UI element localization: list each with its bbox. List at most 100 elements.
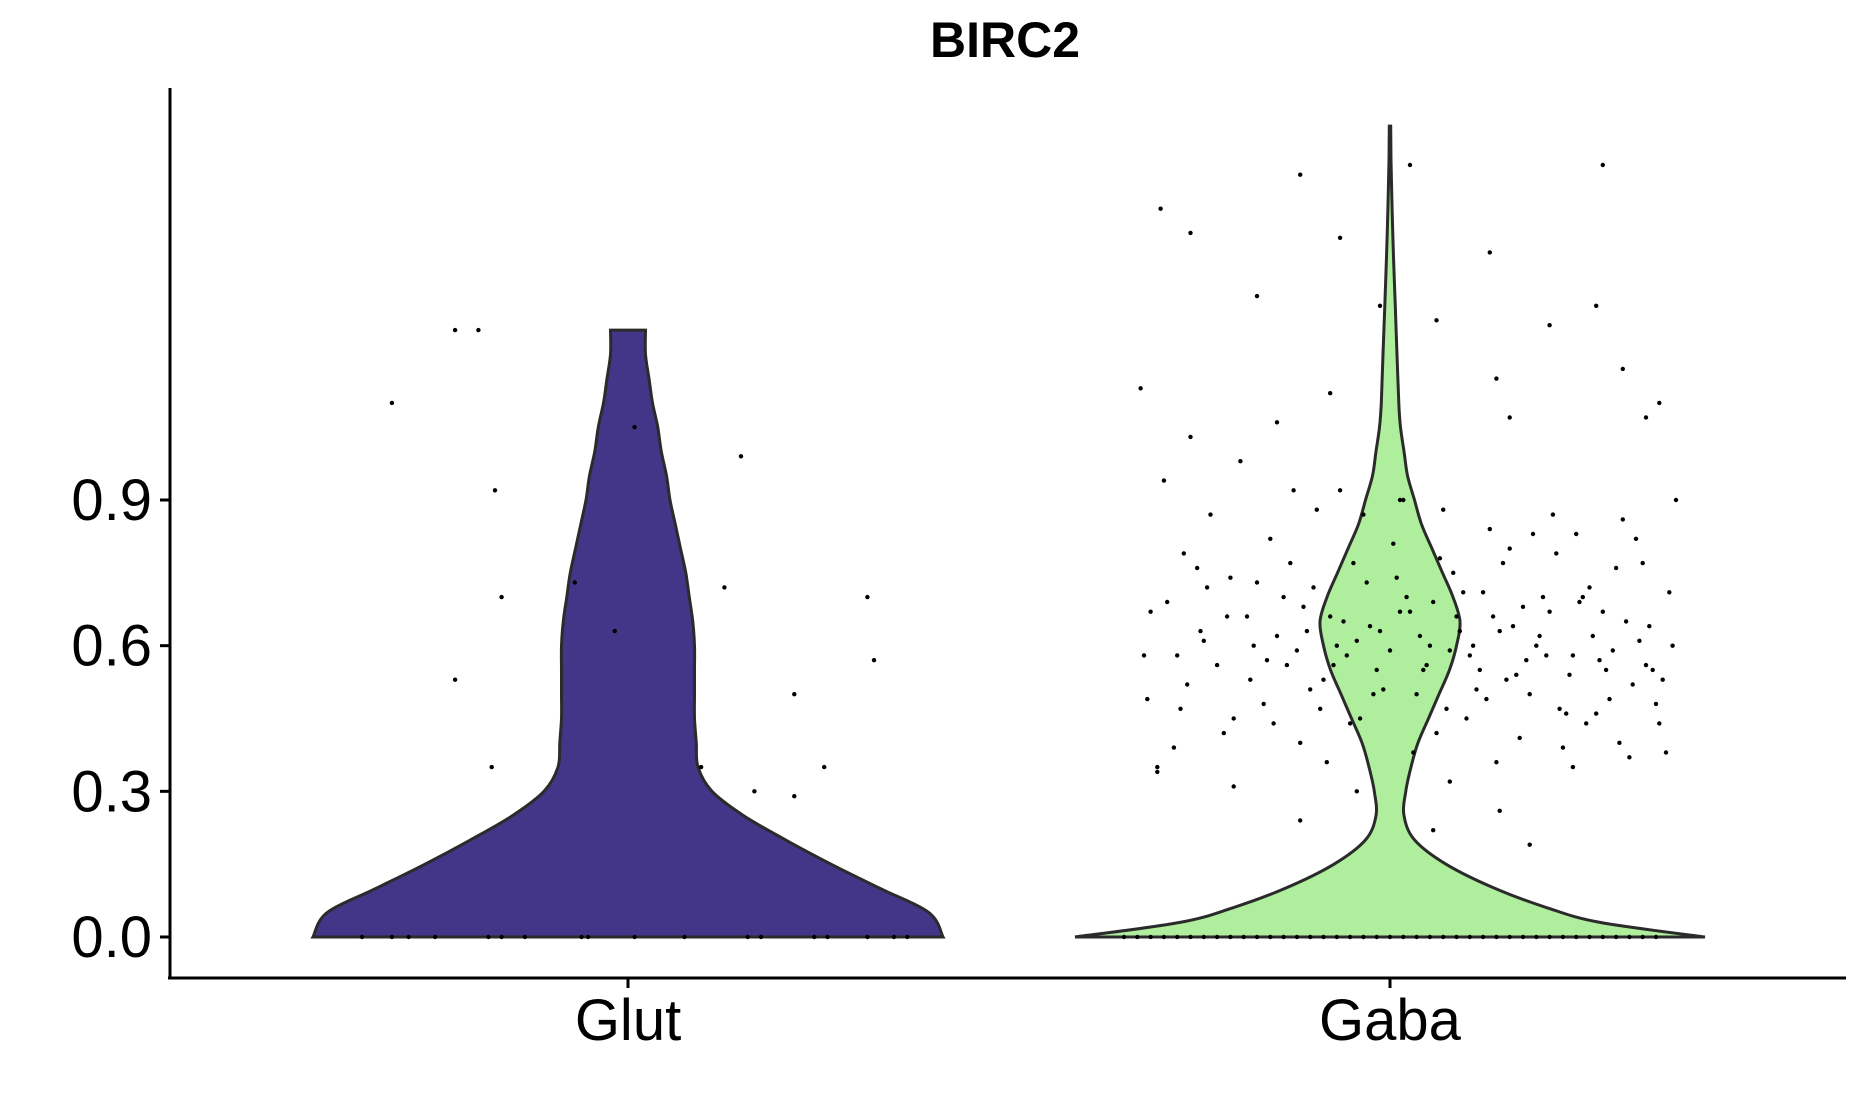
data-point-gaba [1397,497,1403,503]
data-point-gaba [1657,400,1662,406]
chart-title: BIRC2 [930,12,1080,68]
data-point-gaba [1577,599,1582,605]
data-point-gaba [1637,638,1642,643]
data-point-gaba [1354,789,1360,794]
data-point-glut [612,628,617,634]
data-point-glut [572,580,577,585]
data-point-gaba [1640,934,1645,940]
data-point-gaba [1204,585,1210,590]
data-point-gaba [1401,497,1406,503]
data-point-gaba [1318,706,1323,711]
data-point-gaba [1560,745,1566,750]
data-point-gaba [1304,628,1310,634]
data-point-gaba [1447,648,1453,653]
data-point-gaba [1554,551,1559,556]
data-point-glut [722,585,727,590]
data-point-gaba [1670,643,1675,648]
data-point-gaba [1361,934,1366,940]
data-point-gaba [1640,560,1645,566]
data-point-gaba [1603,667,1609,673]
data-point-gaba [1587,934,1592,940]
data-point-gaba [1633,536,1639,541]
data-point-gaba [1461,590,1466,595]
data-point-gaba [1427,643,1433,648]
data-point-gaba [1464,716,1469,721]
data-point-gaba [1421,667,1426,673]
data-point-gaba [1527,692,1532,697]
data-point-gaba [1547,323,1552,328]
data-point-gaba [1507,546,1512,551]
data-point-gaba [1155,769,1160,775]
data-point-gaba [1494,934,1499,940]
data-point-gaba [1268,536,1273,541]
data-point-gaba [1567,672,1572,677]
data-point-gaba [1620,366,1626,372]
data-point-glut [522,934,528,940]
data-point-gaba [1514,672,1519,677]
data-point-gaba [1544,653,1549,658]
data-point-gaba [1328,391,1333,396]
data-point-gaba [1487,526,1493,532]
data-point-gaba [1434,730,1439,736]
data-point-glut [632,425,637,430]
data-point-gaba [1484,696,1489,702]
data-point-gaba [1198,628,1203,634]
data-point-gaba [1540,594,1546,600]
data-point-gaba [1507,415,1512,420]
data-point-gaba [1254,580,1260,585]
data-point-gaba [1627,934,1632,940]
data-point-gaba [1228,934,1233,940]
data-point-gaba [1610,648,1616,653]
data-point-gaba [1584,721,1589,726]
data-point-gaba [1451,570,1456,575]
data-point-gaba [1175,934,1180,940]
data-point-glut [865,934,870,940]
data-point-glut [476,327,481,333]
data-point-gaba [1195,565,1200,571]
data-point-gaba [1600,162,1606,168]
data-point-gaba [1334,643,1340,648]
data-point-gaba [1407,162,1413,168]
data-point-gaba [1274,633,1280,639]
data-point-gaba [1527,842,1532,847]
data-point-gaba [1650,667,1655,673]
data-point-gaba [1613,934,1619,940]
data-point-gaba [1574,934,1579,940]
data-point-gaba [1500,560,1506,566]
data-point-gaba [1158,206,1163,211]
data-point-gaba [1367,624,1373,629]
data-point-gaba [1264,658,1270,663]
data-point-gaba [1334,934,1340,940]
data-point-glut [406,934,411,940]
data-point-gaba [1321,677,1326,682]
data-point-gaba [1161,478,1167,483]
data-point-gaba [1570,764,1576,770]
data-point-gaba [1480,934,1486,940]
data-point-gaba [1594,303,1599,308]
data-point-gaba [1580,594,1586,600]
data-point-gaba [1594,711,1599,716]
data-point-glut [682,934,687,940]
violins-layer [310,124,1706,939]
data-point-glut [486,934,491,940]
y-tick-label: 0.9 [71,468,152,533]
data-point-gaba [1623,619,1629,624]
data-point-gaba [1520,604,1526,609]
data-point-gaba [1314,507,1320,512]
data-point-gaba [1510,624,1516,629]
data-point-gaba [1374,667,1379,673]
data-point-gaba [1600,934,1606,940]
data-point-gaba [1434,318,1439,323]
data-point-gaba [1653,701,1659,707]
data-point-gaba [1135,934,1140,940]
data-point-gaba [1607,696,1612,702]
data-point-gaba [1121,934,1127,940]
data-point-gaba [1547,609,1552,614]
data-point-gaba [1497,628,1502,634]
data-point-gaba [1155,764,1160,770]
data-point-gaba [1454,934,1459,940]
data-point-glut [452,677,458,682]
data-point-gaba [1331,662,1336,668]
data-point-gaba [1214,934,1220,940]
data-point-gaba [1178,706,1183,711]
